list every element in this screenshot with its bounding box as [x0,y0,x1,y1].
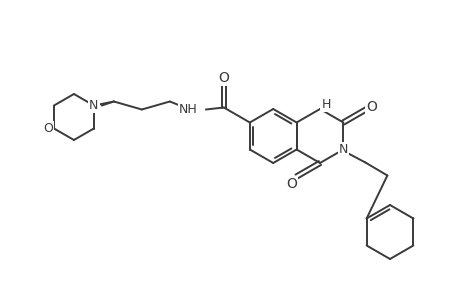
Text: N: N [89,99,98,112]
Text: O: O [218,70,229,85]
Text: O: O [43,122,53,135]
Text: H: H [321,98,330,110]
Text: O: O [365,100,376,114]
Text: N: N [338,143,347,156]
Text: NH: NH [179,103,197,116]
Text: O: O [285,178,297,191]
